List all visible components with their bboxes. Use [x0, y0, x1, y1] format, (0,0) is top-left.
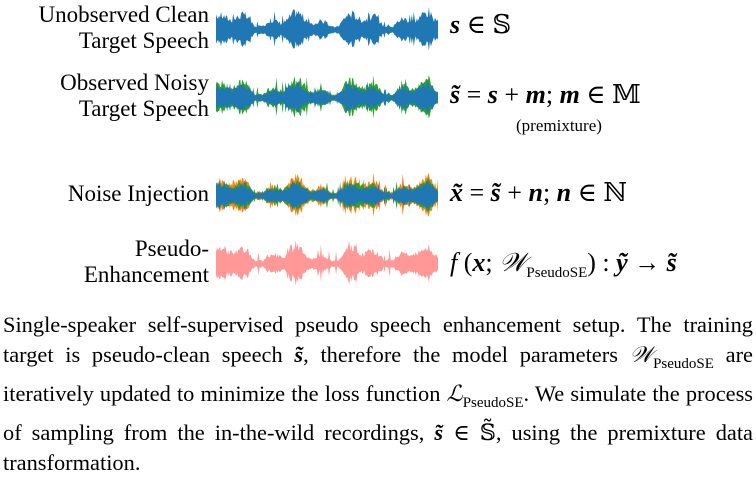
- caption-segment: , therefore the model parameters: [303, 342, 630, 367]
- label-line: Unobserved Clean: [38, 2, 209, 27]
- symbol-y-tilde: ỹ: [616, 248, 628, 277]
- equation-clean: s ∈ 𝕊: [450, 10, 511, 40]
- label-line: Target Speech: [78, 28, 209, 53]
- eq-text: ;: [485, 248, 500, 277]
- symbol-s-tilde: s̃: [450, 80, 461, 109]
- label-line: Observed Noisy: [60, 70, 209, 95]
- eq-text: +: [497, 80, 526, 109]
- caption-symbol: 𝒲: [629, 342, 654, 367]
- eq-text: ∈ ℕ: [571, 178, 628, 207]
- caption-symbol: 𝕊̃: [479, 420, 496, 445]
- symbol-w: 𝒲: [499, 248, 527, 277]
- eq-text: ;: [545, 80, 560, 109]
- eq-text: ∈ 𝕊: [460, 10, 512, 39]
- symbol-m: m: [559, 80, 580, 109]
- equation-noisy: s̃ = s + m; m ∈ 𝕄: [450, 80, 641, 110]
- caption-subscript: PseudoSE: [653, 356, 714, 372]
- waveform-layer: [216, 6, 438, 51]
- caption-text: Single-speaker self-supervised pseudo sp…: [3, 310, 753, 478]
- symbol-x-tilde: x̃: [450, 178, 463, 207]
- symbol-s: s: [487, 80, 498, 109]
- caption-segment: Single-speaker self-supervised pseudo sp…: [3, 312, 753, 367]
- caption-symbol: s̃: [434, 420, 444, 445]
- label-line: Enhancement: [83, 262, 209, 287]
- waveform-layer: [216, 179, 438, 211]
- caption-symbol: s̃: [294, 342, 304, 367]
- eq-text: →: [627, 248, 667, 277]
- eq-text: ∈ 𝕄: [579, 80, 641, 109]
- waveform-layer: [216, 240, 438, 286]
- row-label: Noise Injection: [0, 181, 209, 207]
- caption-segment: are iteratively updated to minimize the …: [3, 342, 753, 406]
- label-line: Noise Injection: [67, 181, 209, 206]
- equation-enhancement: f (x; 𝒲PseudoSE) : ỹ → s̃: [450, 248, 677, 282]
- caption-subscript: PseudoSE: [462, 395, 524, 411]
- subscript-pseudose: PseudoSE: [526, 265, 588, 281]
- symbol-s: s: [450, 10, 461, 39]
- symbol-n: n: [556, 178, 572, 207]
- waveform-noisy: [216, 74, 438, 119]
- eq-text: +: [500, 178, 529, 207]
- row-label: Observed Noisy Target Speech: [0, 70, 209, 122]
- waveform-injected: [216, 172, 438, 218]
- label-line: Target Speech: [78, 96, 209, 121]
- eq-text: =: [460, 80, 488, 109]
- caption-symbol: ℒ: [446, 381, 463, 406]
- waveform-clean: [216, 6, 438, 51]
- caption-segment: ∈: [443, 420, 480, 445]
- symbol-s-tilde: s̃: [666, 248, 677, 277]
- eq-text: (: [457, 248, 473, 277]
- symbol-f: f: [450, 248, 458, 277]
- symbol-s-tilde: s̃: [490, 178, 501, 207]
- premixture-note: (premixture): [516, 116, 602, 135]
- row-label: Pseudo- Enhancement: [0, 236, 209, 288]
- waveform-enhanced: [216, 240, 438, 286]
- equation-injection: x̃ = s̃ + n; n ∈ ℕ: [450, 178, 627, 208]
- row-label: Unobserved Clean Target Speech: [0, 2, 209, 54]
- eq-text: =: [463, 178, 491, 207]
- eq-text: ) :: [587, 248, 617, 277]
- symbol-m: m: [525, 80, 546, 109]
- symbol-n: n: [528, 178, 543, 207]
- label-line: Pseudo-: [134, 236, 209, 261]
- waveform-layer: [216, 80, 438, 114]
- eq-text: ;: [542, 178, 557, 207]
- figure-caption: Single-speaker self-supervised pseudo sp…: [3, 310, 753, 478]
- caption-segment: . We simulate the process of sampling fr…: [3, 381, 753, 445]
- symbol-x: x: [472, 248, 486, 277]
